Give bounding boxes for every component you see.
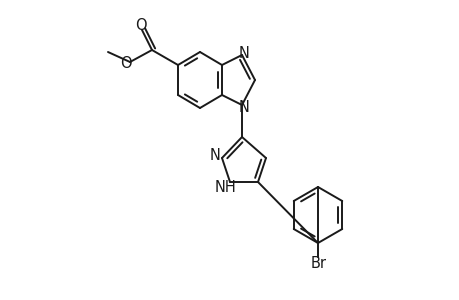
- Text: N: N: [238, 46, 249, 61]
- Text: N: N: [209, 148, 220, 164]
- Text: N: N: [238, 100, 249, 116]
- Text: O: O: [120, 56, 132, 71]
- Text: NH: NH: [215, 181, 236, 196]
- Text: Br: Br: [310, 256, 326, 272]
- Text: O: O: [135, 17, 146, 32]
